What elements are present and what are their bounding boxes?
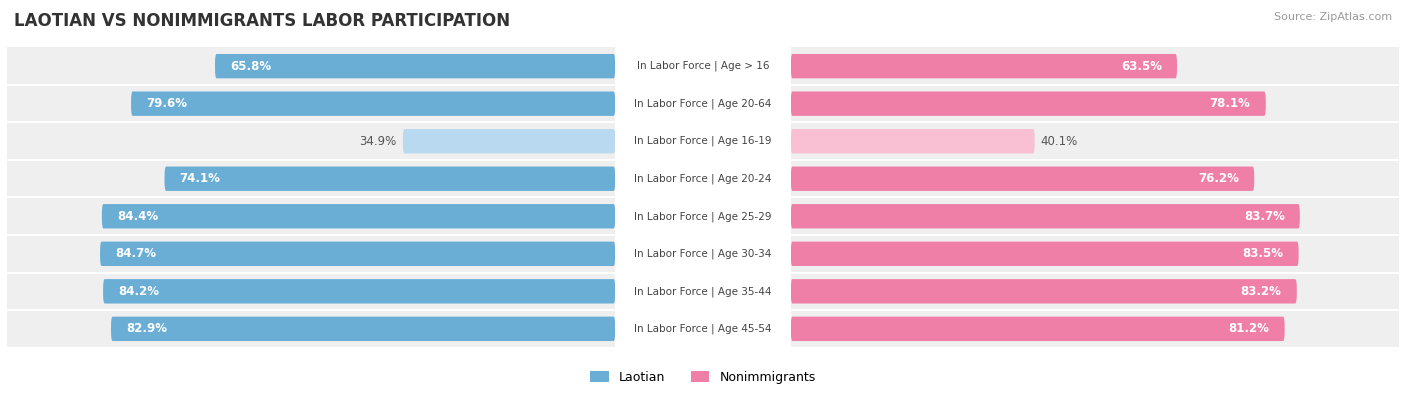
FancyBboxPatch shape <box>131 92 616 116</box>
Bar <box>7 235 616 273</box>
Text: In Labor Force | Age 20-24: In Labor Force | Age 20-24 <box>634 173 772 184</box>
Bar <box>7 273 616 310</box>
FancyBboxPatch shape <box>790 129 1035 153</box>
Bar <box>7 198 616 235</box>
Bar <box>7 47 616 85</box>
Text: In Labor Force | Age 25-29: In Labor Force | Age 25-29 <box>634 211 772 222</box>
FancyBboxPatch shape <box>404 129 616 153</box>
Text: 84.2%: 84.2% <box>118 285 159 298</box>
FancyBboxPatch shape <box>100 242 616 266</box>
FancyBboxPatch shape <box>790 54 1177 78</box>
Text: 81.2%: 81.2% <box>1229 322 1270 335</box>
Bar <box>790 47 1399 85</box>
Text: 74.1%: 74.1% <box>180 172 221 185</box>
FancyBboxPatch shape <box>790 279 1296 303</box>
FancyBboxPatch shape <box>790 204 1299 228</box>
Text: LAOTIAN VS NONIMMIGRANTS LABOR PARTICIPATION: LAOTIAN VS NONIMMIGRANTS LABOR PARTICIPA… <box>14 12 510 30</box>
Bar <box>790 235 1399 273</box>
Bar <box>790 273 1399 310</box>
Text: In Labor Force | Age 30-34: In Labor Force | Age 30-34 <box>634 248 772 259</box>
Text: 34.9%: 34.9% <box>360 135 396 148</box>
FancyBboxPatch shape <box>790 167 1254 191</box>
Text: Source: ZipAtlas.com: Source: ZipAtlas.com <box>1274 12 1392 22</box>
FancyBboxPatch shape <box>101 204 616 228</box>
Bar <box>790 122 1399 160</box>
FancyBboxPatch shape <box>790 92 1265 116</box>
FancyBboxPatch shape <box>165 167 616 191</box>
Text: 63.5%: 63.5% <box>1121 60 1161 73</box>
Text: 83.2%: 83.2% <box>1240 285 1282 298</box>
FancyBboxPatch shape <box>103 279 616 303</box>
Text: In Labor Force | Age 35-44: In Labor Force | Age 35-44 <box>634 286 772 297</box>
Bar <box>616 85 790 122</box>
Text: 76.2%: 76.2% <box>1198 172 1239 185</box>
FancyBboxPatch shape <box>790 317 1285 341</box>
Text: In Labor Force | Age 16-19: In Labor Force | Age 16-19 <box>634 136 772 147</box>
Bar <box>616 47 790 85</box>
Bar <box>616 122 790 160</box>
Bar <box>790 85 1399 122</box>
Legend: Laotian, Nonimmigrants: Laotian, Nonimmigrants <box>585 366 821 389</box>
Bar <box>790 310 1399 348</box>
Text: 83.7%: 83.7% <box>1244 210 1285 223</box>
FancyBboxPatch shape <box>111 317 616 341</box>
Bar <box>616 198 790 235</box>
Bar <box>7 122 616 160</box>
Text: 83.5%: 83.5% <box>1243 247 1284 260</box>
Text: 82.9%: 82.9% <box>127 322 167 335</box>
Text: 65.8%: 65.8% <box>231 60 271 73</box>
Text: In Labor Force | Age 20-64: In Labor Force | Age 20-64 <box>634 98 772 109</box>
Bar <box>790 160 1399 198</box>
Bar <box>7 85 616 122</box>
Bar <box>7 160 616 198</box>
Text: 78.1%: 78.1% <box>1209 97 1250 110</box>
Text: 84.4%: 84.4% <box>117 210 159 223</box>
Text: In Labor Force | Age > 16: In Labor Force | Age > 16 <box>637 61 769 71</box>
Text: 79.6%: 79.6% <box>146 97 187 110</box>
Bar <box>616 310 790 348</box>
Text: 40.1%: 40.1% <box>1040 135 1078 148</box>
Bar <box>7 310 616 348</box>
FancyBboxPatch shape <box>215 54 616 78</box>
Bar <box>790 198 1399 235</box>
Bar <box>616 160 790 198</box>
FancyBboxPatch shape <box>790 242 1299 266</box>
Bar <box>616 235 790 273</box>
Text: 84.7%: 84.7% <box>115 247 156 260</box>
Bar <box>616 273 790 310</box>
Text: In Labor Force | Age 45-54: In Labor Force | Age 45-54 <box>634 324 772 334</box>
